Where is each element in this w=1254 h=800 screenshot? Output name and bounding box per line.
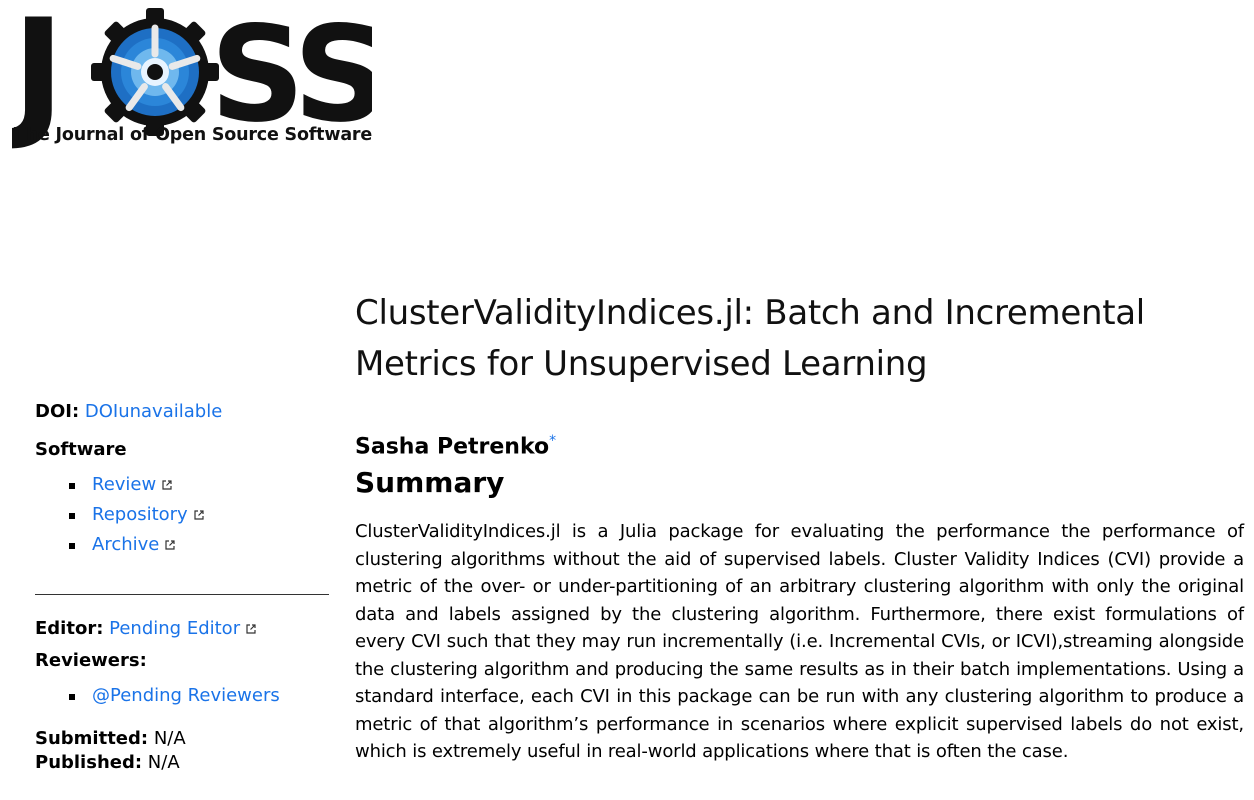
joss-logo-graphic: J [12,8,372,150]
editor-link[interactable]: Pending Editor [109,618,256,639]
paper-title: ClusterValidityIndices.jl: Batch and Inc… [355,293,1145,384]
repository-link[interactable]: Repository [92,504,204,525]
external-link-icon [194,510,204,520]
reviewer-link[interactable]: @Pending Reviewers [92,685,280,706]
external-link-icon [162,480,172,490]
software-label: Software [35,439,127,460]
published-value: N/A [147,752,180,773]
sidebar: DOI: DOIunavailable Software Review Repo… [35,400,329,775]
doi-row: DOI: DOIunavailable [35,400,329,424]
reviewers-list: @Pending Reviewers [35,681,329,711]
editor-label: Editor: [35,618,104,639]
logo-letter-j: J [12,8,65,150]
reviewers-label: Reviewers: [35,650,147,671]
submitted-value: N/A [153,728,186,749]
review-link[interactable]: Review [92,474,172,495]
software-list: Review Repository Archive [35,470,329,560]
external-link-icon [165,540,175,550]
archive-link-label: Archive [92,534,160,555]
logo-letters-ss: SS [210,8,372,150]
logo-gear-icon [91,8,219,136]
author-name: Sasha Petrenko [355,434,550,460]
summary-heading: Summary [355,466,505,500]
submitted-label: Submitted: [35,728,149,749]
paper-main: ClusterValidityIndices.jl: Batch and Inc… [355,288,1244,766]
sidebar-divider [35,594,329,595]
summary-paragraph: ClusterValidityIndices.jl is a Julia pac… [355,521,1244,763]
list-item: Repository [35,500,329,530]
external-link-icon [246,624,256,634]
editor-link-label: Pending Editor [109,618,241,639]
review-link-label: Review [92,474,157,495]
list-item: @Pending Reviewers [35,681,329,711]
doi-label: DOI: [35,401,80,422]
author-line: Sasha Petrenko* [355,426,1244,461]
published-label: Published: [35,752,143,773]
logo-caption: The Journal of Open Source Software [14,125,373,145]
editor-row: Editor: Pending Editor [35,617,329,641]
published-row: Published: N/A [35,751,329,775]
archive-link[interactable]: Archive [92,534,175,555]
list-item: Archive [35,530,329,560]
doi-link[interactable]: DOIunavailable [84,401,223,422]
submitted-row: Submitted: N/A [35,727,329,751]
list-item: Review [35,470,329,500]
author-footnote-link[interactable]: * [549,433,557,449]
repository-link-label: Repository [92,504,188,525]
